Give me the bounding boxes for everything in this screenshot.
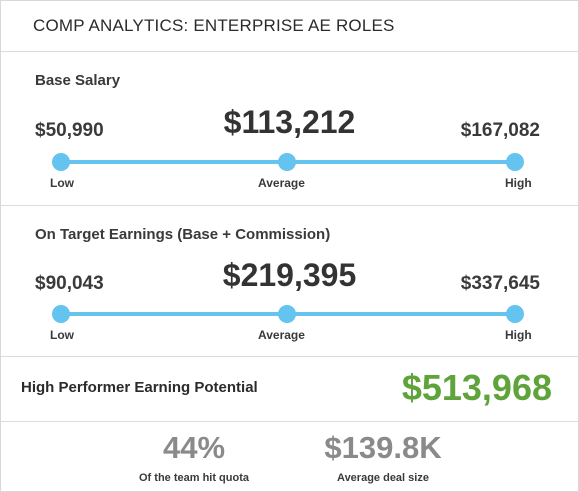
base-salary-average-label: Average (258, 176, 305, 190)
ote-high-dot (506, 305, 524, 323)
ote-average-label: Average (258, 328, 305, 342)
base-salary-label: Base Salary (35, 72, 121, 89)
page-title: COMP ANALYTICS: ENTERPRISE AE ROLES (33, 16, 395, 35)
base-salary-high-value: $167,082 (460, 120, 540, 141)
ote-low-dot (52, 305, 70, 323)
stat-quota-value: 44% (162, 430, 226, 465)
ote-average-dot (278, 305, 296, 323)
base-salary-low-label: Low (50, 176, 74, 190)
base-salary-average-value: $113,212 (223, 104, 356, 140)
high-performer-label: High Performer Earning Potential (21, 379, 258, 396)
stats-section: 44% Of the team hit quota $139.8K Averag… (1, 422, 578, 492)
high-performer-section: High Performer Earning Potential $513,96… (1, 357, 578, 422)
base-salary-high-label: High (505, 176, 532, 190)
card-header: COMP ANALYTICS: ENTERPRISE AE ROLES (1, 1, 578, 52)
base-salary-high-dot (506, 153, 524, 171)
ote-section: On Target Earnings (Base + Commission) $… (1, 206, 578, 357)
stat-deal-size-value: $139.8K (324, 430, 442, 465)
stat-deal-size-caption: Average deal size (337, 472, 429, 484)
base-salary-average-dot (278, 153, 296, 171)
ote-label: On Target Earnings (Base + Commission) (35, 226, 331, 243)
high-performer-value: $513,968 (401, 367, 552, 408)
ote-low-value: $90,043 (35, 273, 104, 294)
ote-average-value: $219,395 (222, 257, 357, 293)
ote-high-value: $337,645 (460, 273, 540, 294)
stat-quota-caption: Of the team hit quota (139, 472, 249, 484)
stat-quota: 44% Of the team hit quota (129, 430, 259, 484)
stat-deal-size: $139.8K Average deal size (313, 430, 453, 484)
ote-low-label: Low (50, 328, 74, 342)
base-salary-low-dot (52, 153, 70, 171)
ote-high-label: High (505, 328, 532, 342)
base-salary-low-value: $50,990 (35, 120, 104, 141)
base-salary-section: Base Salary $50,990 $113,212 $167,082 Lo… (1, 52, 578, 206)
